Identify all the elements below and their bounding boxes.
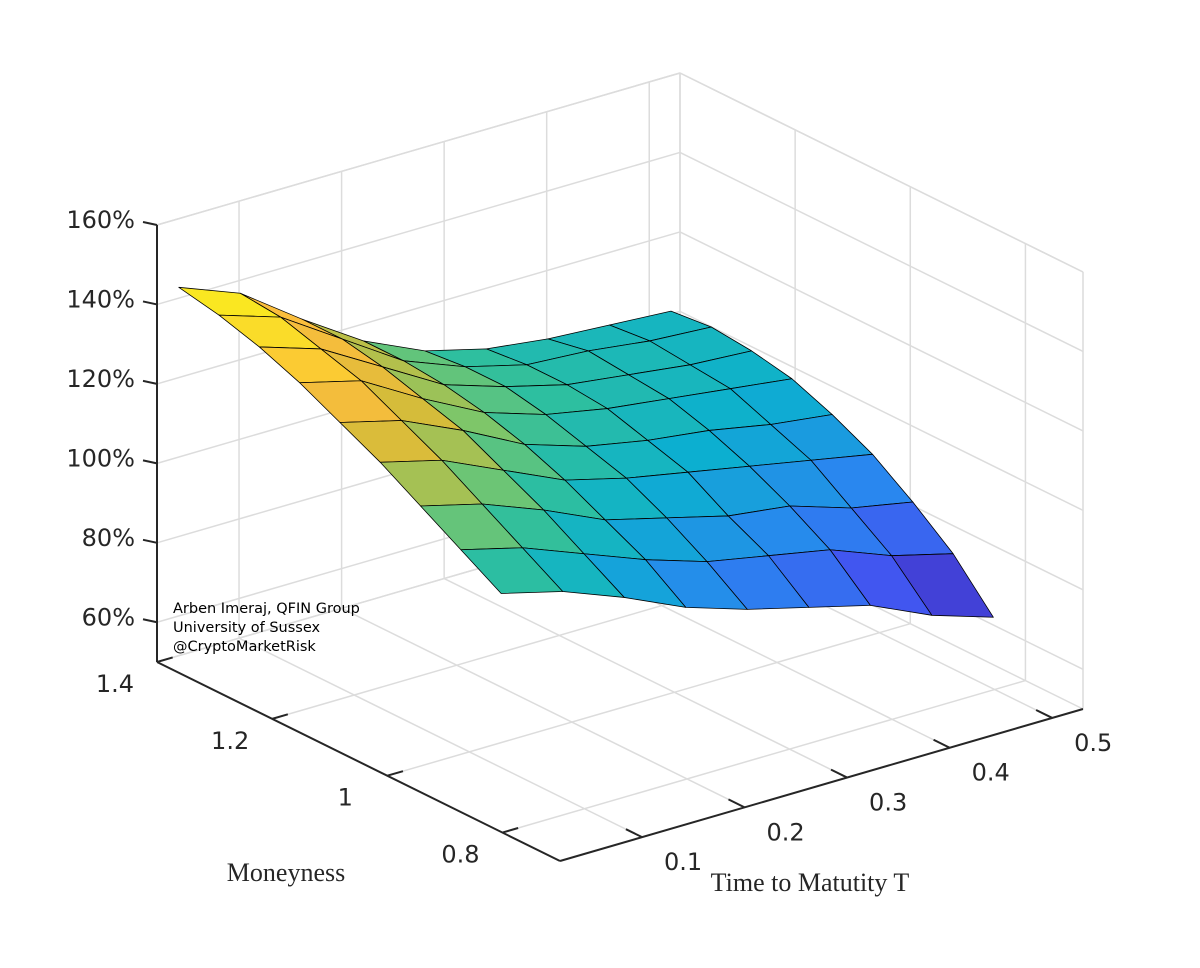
tick-mark: [142, 221, 158, 226]
tick-mark: [387, 770, 404, 777]
z-tick-label: 120%: [66, 365, 135, 393]
grid-line: [238, 637, 643, 838]
tick-mark: [142, 379, 158, 385]
grid-line: [156, 231, 681, 385]
x-tick-label: 1.2: [211, 727, 249, 755]
annotation: @CryptoMarketRisk: [173, 639, 316, 655]
grid-line: [502, 679, 1026, 834]
x-tick-label: 1.4: [96, 670, 134, 698]
annotation: University of Sussex: [173, 620, 321, 636]
surface: [178, 286, 994, 618]
y-tick-label: 0.2: [767, 818, 805, 846]
y-axis-label: Time to Matutity T: [711, 868, 910, 897]
y-tick-label: 0.5: [1074, 729, 1112, 757]
tick-mark: [933, 738, 951, 749]
tick-mark: [271, 713, 289, 720]
grid-line: [679, 310, 1084, 512]
surface-face: [460, 547, 564, 594]
tick-mark: [142, 618, 158, 624]
axes: 60% 80% 100% 120% 140% 160% 0.8 1 1.2 1.4 0.1 0.2 0.…: [66, 206, 1112, 876]
tick-mark: [830, 768, 848, 779]
x-axis: [156, 661, 561, 862]
y-tick-label: 0.3: [869, 789, 907, 817]
grid-line: [679, 151, 1084, 353]
grid-line: [341, 607, 745, 809]
x-tick-label: 0.8: [441, 841, 479, 869]
y-axis: [559, 708, 1084, 862]
box-edge: [679, 72, 1084, 273]
tick-mark: [728, 798, 746, 809]
tick-mark: [625, 828, 643, 839]
tick-mark: [142, 300, 158, 306]
tick-mark: [502, 827, 519, 834]
x-axis-label: Moneyness: [227, 858, 345, 887]
tick-mark: [156, 656, 173, 663]
x-tick-label: 1: [338, 784, 353, 812]
grid-line: [679, 231, 1084, 432]
annotation: Arben Imeraj, QFIN Group: [173, 601, 360, 617]
y-tick-label: 0.4: [972, 759, 1010, 787]
y-tick-label: 0.1: [664, 848, 702, 876]
tick-mark: [1035, 709, 1053, 719]
grid-line: [443, 577, 848, 779]
box-edge: [156, 72, 681, 226]
tick-mark: [142, 459, 158, 465]
z-tick-label: 100%: [66, 444, 135, 472]
z-tick-label: 140%: [66, 285, 135, 313]
tick-mark: [142, 538, 158, 544]
z-tick-label: 60%: [82, 603, 135, 631]
grid-line: [156, 151, 681, 306]
grid-line: [387, 622, 911, 777]
z-tick-label: 160%: [66, 206, 135, 234]
z-tick-label: 80%: [82, 524, 135, 552]
